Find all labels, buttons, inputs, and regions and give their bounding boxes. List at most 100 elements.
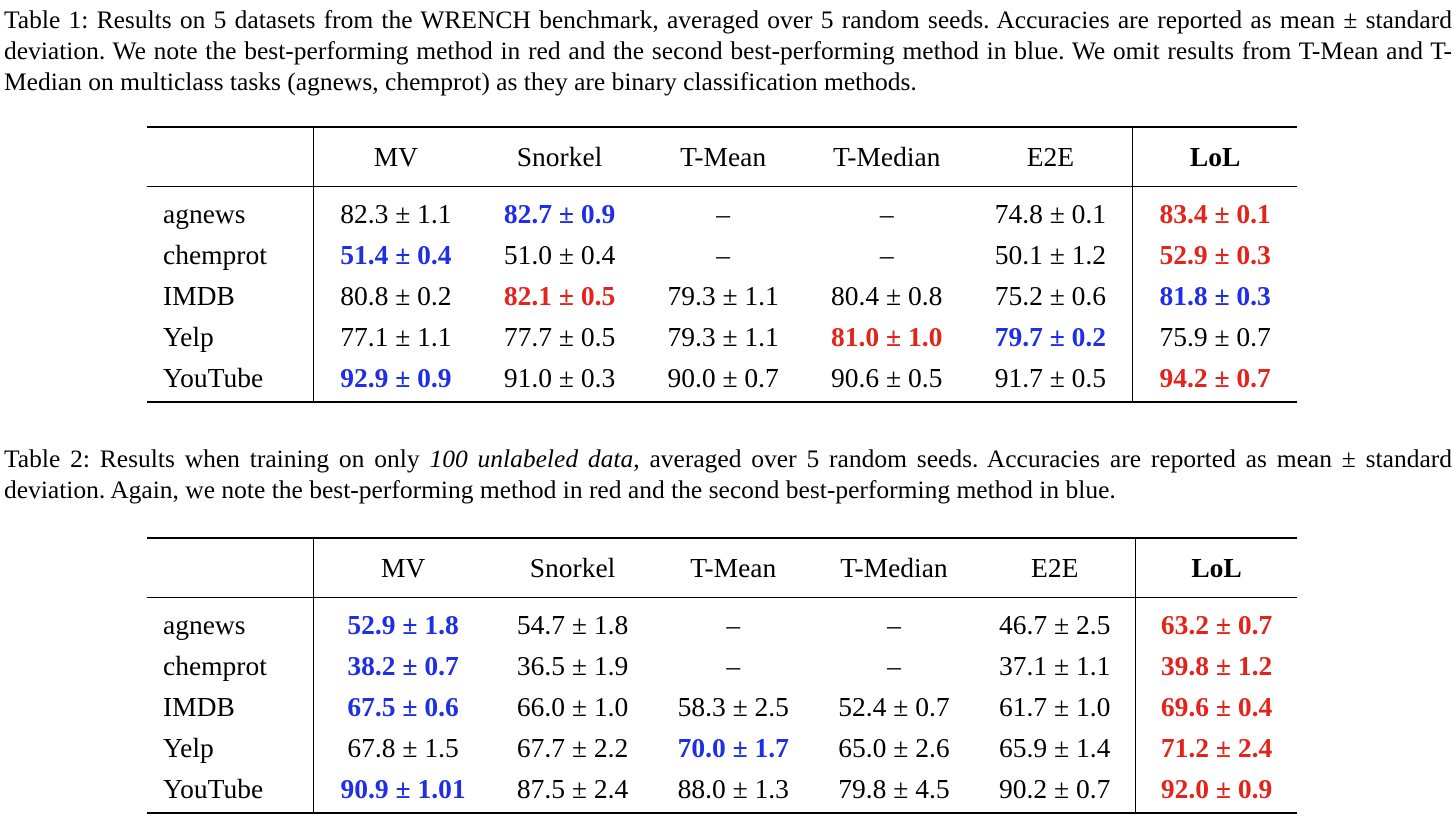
table-cell: 80.4 ± 0.8: [831, 279, 943, 311]
table1-caption: Table 1: Results on 5 datasets from the …: [4, 5, 1452, 96]
table-cell: 77.1 ± 1.1: [312, 316, 478, 357]
row-label: YouTube: [163, 772, 264, 804]
table-cell: 88.0 ± 1.3: [677, 772, 789, 804]
table-row: IMDB 67.5 ± 0.6 66.0 ± 1.0 58.3 ± 2.5 52.4 ±…: [147, 686, 1297, 727]
table-cell: 79.8 ± 4.5: [838, 772, 950, 804]
table-cell: 67.5 ± 0.6: [313, 686, 493, 727]
table-cell: 94.2 ± 0.7: [1132, 357, 1297, 402]
table2-caption: Table 2: Results when training on only 1…: [4, 443, 1452, 505]
table1: MV Snorkel T-Mean T-Median E2E LoL agnews 82.3…: [147, 126, 1297, 403]
table-cell: 90.9 ± 1.01: [313, 768, 493, 813]
table-cell: 81.0 ± 1.0: [831, 320, 943, 352]
column-header-lol: LoL: [1135, 538, 1297, 598]
column-header-e2e: E2E: [1031, 552, 1079, 583]
row-label: IMDB: [163, 690, 235, 722]
table-cell: 67.8 ± 1.5: [313, 727, 493, 768]
table-cell: 77.7 ± 0.5: [503, 320, 616, 352]
table-cell: 79.7 ± 0.2: [994, 320, 1107, 352]
table-cell: 38.2 ± 0.7: [313, 645, 493, 686]
row-label: agnews: [163, 197, 246, 229]
row-label: YouTube: [163, 361, 264, 393]
table1-header-row: MV Snorkel T-Mean T-Median E2E LoL: [147, 127, 1297, 187]
table-cell: 50.1 ± 1.2: [994, 238, 1107, 270]
table-cell: 90.2 ± 0.7: [999, 772, 1111, 804]
row-label: Yelp: [163, 320, 214, 352]
table-cell: 71.2 ± 2.4: [1135, 727, 1297, 768]
table-cell: 51.4 ± 0.4: [312, 234, 478, 275]
header-blank-cell: [147, 538, 314, 598]
table-cell: –: [716, 197, 730, 229]
table-cell: 39.8 ± 1.2: [1135, 645, 1297, 686]
table-cell: 83.4 ± 0.1: [1132, 186, 1297, 234]
row-label: agnews: [163, 608, 246, 640]
table-cell: 75.9 ± 0.7: [1132, 316, 1297, 357]
table-row: Yelp 67.8 ± 1.5 67.7 ± 2.2 70.0 ± 1.7 65.0 ±…: [147, 727, 1297, 768]
table-cell: 79.3 ± 1.1: [667, 279, 779, 311]
column-header-snorkel: Snorkel: [516, 141, 603, 172]
table-cell: 58.3 ± 2.5: [677, 690, 789, 722]
table-cell: 37.1 ± 1.1: [999, 649, 1111, 681]
table-cell: 90.6 ± 0.5: [831, 361, 943, 393]
column-header-t-median: T-Median: [833, 141, 941, 172]
table-cell: 81.8 ± 0.3: [1132, 275, 1297, 316]
table-cell: 52.9 ± 1.8: [313, 597, 493, 645]
column-header-mv: MV: [313, 538, 493, 598]
table-cell: 67.7 ± 2.2: [516, 731, 629, 763]
table-cell: 54.7 ± 1.8: [516, 608, 629, 640]
table-cell: 90.0 ± 0.7: [667, 361, 779, 393]
table-cell: 61.7 ± 1.0: [999, 690, 1111, 722]
table-cell: 92.9 ± 0.9: [312, 357, 478, 402]
table-cell: 75.2 ± 0.6: [994, 279, 1107, 311]
table-cell: 51.0 ± 0.4: [503, 238, 616, 270]
table-cell: 65.9 ± 1.4: [999, 731, 1111, 763]
header-blank-cell: [147, 127, 314, 187]
row-label: IMDB: [163, 279, 235, 311]
table-row: agnews 82.3 ± 1.1 82.7 ± 0.9 – – 74.8 ± 0.1 83…: [147, 186, 1297, 234]
table-cell: –: [716, 238, 730, 270]
table-cell: –: [879, 197, 894, 229]
table-cell: 80.8 ± 0.2: [312, 275, 478, 316]
table-cell: 63.2 ± 0.7: [1135, 597, 1297, 645]
table-row: IMDB 80.8 ± 0.2 82.1 ± 0.5 79.3 ± 1.1 80.4 ±…: [147, 275, 1297, 316]
table2-caption-rest: , averaged over 5 random seeds. Accuraci…: [4, 444, 1453, 504]
column-header-mv: MV: [312, 127, 478, 187]
table-cell: 69.6 ± 0.4: [1135, 686, 1297, 727]
column-header-t-median: T-Median: [840, 552, 948, 583]
table-cell: 91.7 ± 0.5: [994, 361, 1107, 393]
column-header-lol: LoL: [1132, 127, 1297, 187]
table2-header-row: MV Snorkel T-Mean T-Median E2E LoL: [147, 538, 1297, 598]
row-label: Yelp: [163, 731, 214, 763]
column-header-t-mean: T-Mean: [690, 552, 777, 583]
table2: MV Snorkel T-Mean T-Median E2E LoL agnews 52.9…: [147, 537, 1297, 814]
table-cell: 92.0 ± 0.9: [1135, 768, 1297, 813]
table-cell: 52.9 ± 0.3: [1132, 234, 1297, 275]
table-row: agnews 52.9 ± 1.8 54.7 ± 1.8 – – 46.7 ± 2.5 63…: [147, 597, 1297, 645]
table-cell: 74.8 ± 0.1: [994, 197, 1107, 229]
table-cell: 87.5 ± 2.4: [516, 772, 629, 804]
table-cell: 82.7 ± 0.9: [503, 197, 616, 229]
table-row: chemprot 51.4 ± 0.4 51.0 ± 0.4 – – 50.1 ± 1.2…: [147, 234, 1297, 275]
table2-caption-italic: 100 unlabeled data: [429, 444, 634, 473]
table-cell: 46.7 ± 2.5: [999, 608, 1111, 640]
column-header-t-mean: T-Mean: [680, 141, 767, 172]
table-cell: 91.0 ± 0.3: [503, 361, 616, 393]
table-cell: –: [726, 608, 741, 640]
table-cell: –: [726, 649, 741, 681]
table-row: YouTube 90.9 ± 1.01 87.5 ± 2.4 88.0 ± 1.3 79…: [147, 768, 1297, 813]
row-label: chemprot: [163, 649, 267, 681]
table-cell: 70.0 ± 1.7: [677, 731, 789, 763]
column-header-e2e: E2E: [1026, 141, 1075, 172]
table-cell: 65.0 ± 2.6: [838, 731, 950, 763]
table-cell: –: [887, 649, 901, 681]
table-cell: 52.4 ± 0.7: [838, 690, 950, 722]
table-cell: –: [879, 238, 894, 270]
table-cell: –: [887, 608, 901, 640]
table-cell: 82.1 ± 0.5: [503, 279, 616, 311]
table-cell: 79.3 ± 1.1: [667, 320, 779, 352]
column-header-snorkel: Snorkel: [529, 552, 616, 583]
table-row: YouTube 92.9 ± 0.9 91.0 ± 0.3 90.0 ± 0.7 90.…: [147, 357, 1297, 402]
row-label: chemprot: [163, 238, 267, 270]
table-row: Yelp 77.1 ± 1.1 77.7 ± 0.5 79.3 ± 1.1 81.0 ±…: [147, 316, 1297, 357]
table-cell: 36.5 ± 1.9: [516, 649, 629, 681]
table-cell: 82.3 ± 1.1: [312, 186, 478, 234]
